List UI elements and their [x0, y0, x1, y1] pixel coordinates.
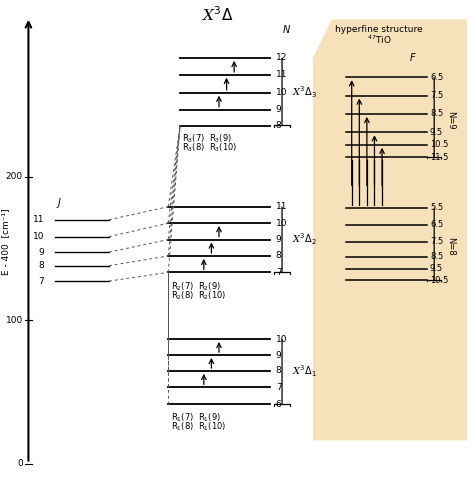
Text: 11: 11: [33, 215, 44, 224]
Text: hyperfine structure: hyperfine structure: [336, 25, 423, 34]
Text: 7: 7: [38, 277, 44, 285]
Text: 11: 11: [276, 71, 287, 79]
Text: 11: 11: [276, 202, 287, 211]
Text: 100: 100: [6, 316, 23, 325]
Polygon shape: [313, 19, 467, 440]
Text: 10: 10: [276, 88, 287, 97]
Text: R$_3$(8)  R$_3$(10): R$_3$(8) R$_3$(10): [182, 142, 238, 154]
Text: X$^3\Delta$: X$^3\Delta$: [202, 5, 234, 24]
Text: 10: 10: [276, 219, 287, 227]
Text: X$^3\Delta_2$: X$^3\Delta_2$: [292, 232, 316, 247]
Text: 6.5: 6.5: [430, 73, 443, 82]
Text: 10.5: 10.5: [430, 276, 448, 284]
Text: 9: 9: [276, 105, 282, 114]
Text: 7.5: 7.5: [430, 91, 443, 100]
Text: 9.5: 9.5: [430, 264, 443, 273]
Text: 7: 7: [276, 383, 282, 392]
Text: E - 400  [cm⁻¹]: E - 400 [cm⁻¹]: [1, 208, 10, 275]
Text: R$_3$(7)  R$_3$(9): R$_3$(7) R$_3$(9): [182, 133, 233, 145]
Text: 10: 10: [276, 335, 287, 343]
Text: X$^3\Delta_1$: X$^3\Delta_1$: [292, 363, 316, 379]
Text: 7: 7: [276, 268, 282, 277]
Text: 8.5: 8.5: [430, 110, 443, 118]
Text: 12: 12: [276, 54, 287, 62]
Text: 9: 9: [276, 235, 282, 244]
Text: 9.5: 9.5: [430, 128, 443, 137]
Text: 8: 8: [38, 261, 44, 270]
Text: 8.5: 8.5: [430, 253, 443, 261]
Text: 0: 0: [17, 459, 23, 468]
Text: 7.5: 7.5: [430, 237, 443, 246]
Text: 6.5: 6.5: [430, 220, 443, 229]
Text: 9: 9: [276, 351, 282, 359]
Text: 6: 6: [276, 400, 282, 409]
Text: N=9: N=9: [446, 111, 455, 129]
Text: R$_1$(8)  R$_1$(10): R$_1$(8) R$_1$(10): [171, 420, 226, 433]
Text: 9: 9: [38, 248, 44, 256]
Text: N: N: [283, 25, 290, 35]
Text: R$_2$(8)  R$_2$(10): R$_2$(8) R$_2$(10): [171, 289, 226, 302]
Text: 8: 8: [276, 121, 282, 130]
Text: $^{47}$TiO: $^{47}$TiO: [367, 33, 392, 46]
Text: 10: 10: [33, 232, 44, 241]
Text: F: F: [410, 53, 415, 63]
Text: J: J: [58, 198, 61, 208]
Text: 200: 200: [6, 172, 23, 182]
Text: 10.5: 10.5: [430, 141, 448, 149]
Text: N=8: N=8: [446, 237, 455, 256]
Text: 8: 8: [276, 367, 282, 375]
Text: R$_1$(7)  R$_1$(9): R$_1$(7) R$_1$(9): [171, 412, 221, 424]
Text: X$^3\Delta_3$: X$^3\Delta_3$: [292, 84, 316, 99]
Text: 5.5: 5.5: [430, 203, 443, 212]
Text: R$_2$(7)  R$_2$(9): R$_2$(7) R$_2$(9): [171, 281, 221, 293]
Text: 11.5: 11.5: [430, 153, 448, 162]
Text: 8: 8: [276, 252, 282, 260]
